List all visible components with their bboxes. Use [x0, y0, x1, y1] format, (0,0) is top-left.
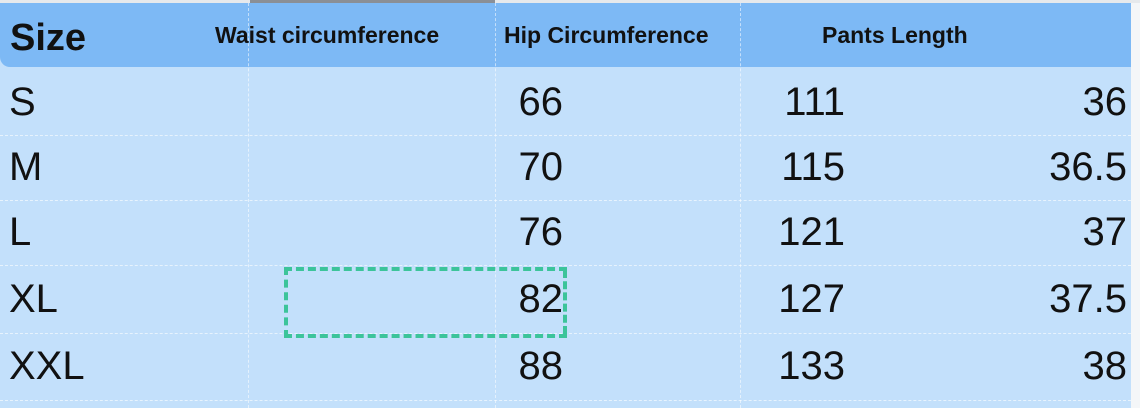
selected-column-indicator [250, 0, 495, 3]
sheet-edge [1131, 3, 1140, 408]
column-header-strip [0, 0, 1140, 3]
cell-size[interactable]: S [9, 80, 36, 124]
header-pants-length[interactable]: Pants Length [822, 22, 968, 48]
cell-size[interactable]: XXL [9, 344, 85, 388]
table-row: M 70 115 36.5 [0, 135, 1131, 201]
cell-waist[interactable]: 66 [518, 80, 564, 124]
cell-hip[interactable]: 121 [778, 210, 845, 254]
gridline [740, 3, 741, 408]
header-hip[interactable]: Hip Circumference [504, 22, 709, 48]
cell-pants[interactable]: 37.5 [1049, 277, 1127, 321]
size-chart-table: Size Waist circumference Hip Circumferen… [0, 3, 1131, 408]
cell-waist[interactable]: 76 [518, 210, 564, 254]
cell-hip[interactable]: 127 [778, 277, 845, 321]
cell-pants[interactable]: 36 [1082, 80, 1128, 124]
copy-selection-marquee-edge [563, 270, 567, 334]
cell-size[interactable]: XL [9, 277, 58, 321]
gridline [248, 3, 249, 408]
gridline [0, 265, 1131, 266]
gridline [0, 400, 1131, 401]
table-row: XL 82 127 37.5 [0, 267, 1131, 333]
cell-pants[interactable]: 36.5 [1049, 145, 1127, 189]
header-size[interactable]: Size [10, 17, 87, 59]
table-row: S 66 111 36 [0, 70, 1131, 136]
cell-waist[interactable]: 70 [518, 145, 564, 189]
gridline [0, 135, 1131, 136]
cell-hip[interactable]: 115 [781, 145, 845, 189]
cell-hip[interactable]: 133 [778, 344, 845, 388]
cell-size[interactable]: M [9, 145, 43, 189]
cell-hip[interactable]: 111 [784, 80, 845, 124]
table-row: L 76 121 37 [0, 200, 1131, 266]
cell-waist-selected[interactable]: 82 [518, 277, 564, 321]
copy-selection-marquee [284, 267, 567, 338]
table-header: Size Waist circumference Hip Circumferen… [0, 3, 1131, 67]
gridline [0, 200, 1131, 201]
header-waist[interactable]: Waist circumference [215, 22, 440, 48]
cell-pants[interactable]: 37 [1082, 210, 1128, 254]
table-row: XXL 88 133 38 [0, 334, 1131, 400]
gridline [495, 3, 496, 408]
cell-waist[interactable]: 88 [518, 344, 564, 388]
cell-size[interactable]: L [9, 210, 32, 254]
cell-pants[interactable]: 38 [1082, 344, 1128, 388]
